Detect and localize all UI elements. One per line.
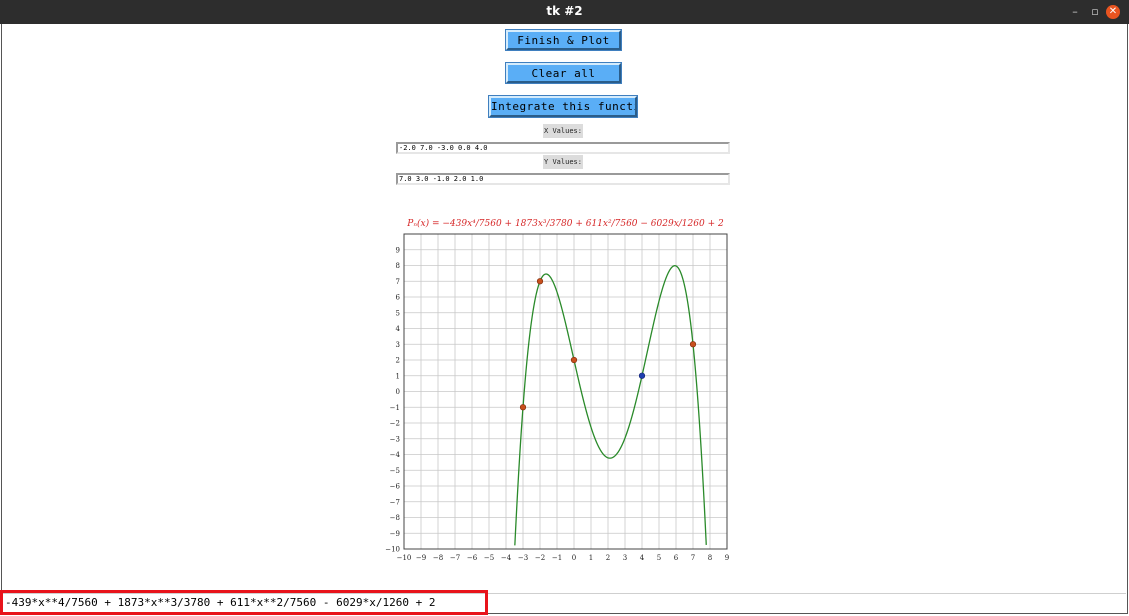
x-tick-label: 3 — [623, 554, 627, 562]
data-point — [519, 404, 527, 411]
x-tick-label: −7 — [450, 554, 460, 562]
chart-title: Pₙ(x) = −439x⁴/7560 + 1873x³/3780 + 611x… — [406, 218, 724, 229]
y-tick-label: −1 — [390, 404, 400, 412]
x-tick-label: −6 — [467, 554, 478, 562]
x-tick-label: −4 — [501, 554, 512, 562]
x-tick-label: 1 — [589, 554, 593, 562]
data-point — [536, 278, 544, 285]
x-tick-label: 0 — [572, 554, 576, 562]
y-tick-label: −4 — [390, 451, 401, 459]
x-tick-label: 7 — [691, 554, 695, 562]
polynomial-curve — [514, 265, 707, 546]
highlight-box — [0, 590, 488, 615]
y-tick-label: 5 — [396, 309, 400, 317]
y-tick-label: −2 — [390, 420, 400, 428]
x-tick-label: 4 — [640, 554, 645, 562]
x-values-label: X Values: — [543, 124, 583, 138]
data-point — [570, 356, 578, 364]
close-icon[interactable]: ✕ — [1106, 5, 1120, 19]
y-tick-label: −5 — [390, 467, 400, 475]
x-tick-label: −2 — [535, 554, 545, 562]
y-tick-label: 4 — [396, 325, 401, 333]
y-tick-label: 8 — [396, 262, 400, 270]
y-tick-label: −10 — [385, 546, 400, 554]
polynomial-plot: Pₙ(x) = −439x⁴/7560 + 1873x³/3780 + 611x… — [385, 218, 729, 562]
x-tick-label: 5 — [657, 554, 661, 562]
x-tick-label: 9 — [725, 554, 729, 562]
y-values-input[interactable] — [396, 173, 730, 185]
y-tick-label: −3 — [390, 435, 400, 443]
y-tick-label: −8 — [390, 514, 400, 522]
x-tick-label: −9 — [416, 554, 426, 562]
clear-all-button[interactable]: Clear all — [505, 62, 622, 84]
x-tick-label: −10 — [397, 554, 412, 562]
expression-output: -439*x**4/7560 + 1873*x**3/3780 + 611*x*… — [5, 596, 436, 609]
x-values-input[interactable] — [396, 142, 730, 154]
status-bar: -439*x**4/7560 + 1873*x**3/3780 + 611*x*… — [2, 593, 1126, 614]
minimize-icon[interactable]: – — [1072, 5, 1078, 18]
x-tick-label: 2 — [606, 554, 610, 562]
y-tick-label: 7 — [396, 278, 400, 286]
x-tick-label: 8 — [708, 554, 712, 562]
finish-plot-button[interactable]: Finish & Plot — [505, 29, 622, 51]
integrate-button[interactable]: Integrate this function — [488, 95, 638, 118]
y-tick-label: −9 — [390, 530, 400, 538]
x-tick-label: −5 — [484, 554, 494, 562]
y-tick-label: 2 — [396, 357, 400, 365]
highlighted-data-point — [638, 372, 646, 379]
x-tick-label: −1 — [552, 554, 562, 562]
plot-frame — [403, 233, 728, 550]
y-values-label: Y Values: — [543, 155, 583, 169]
y-tick-label: 0 — [396, 388, 400, 396]
maximize-icon[interactable]: ▫ — [1091, 5, 1099, 18]
y-tick-label: 3 — [396, 341, 400, 349]
x-tick-label: −8 — [433, 554, 443, 562]
y-tick-label: 9 — [396, 246, 400, 254]
window-title: tk #2 — [546, 4, 583, 18]
x-tick-label: −3 — [518, 554, 528, 562]
window-frame — [1, 24, 1128, 614]
data-point — [689, 341, 697, 348]
x-tick-label: 6 — [674, 554, 679, 562]
y-tick-label: −6 — [390, 483, 401, 491]
window-titlebar: tk #2 – ▫ ✕ — [0, 0, 1129, 24]
y-tick-label: −7 — [390, 498, 400, 506]
y-tick-label: 6 — [396, 294, 401, 302]
y-tick-label: 1 — [396, 372, 400, 380]
